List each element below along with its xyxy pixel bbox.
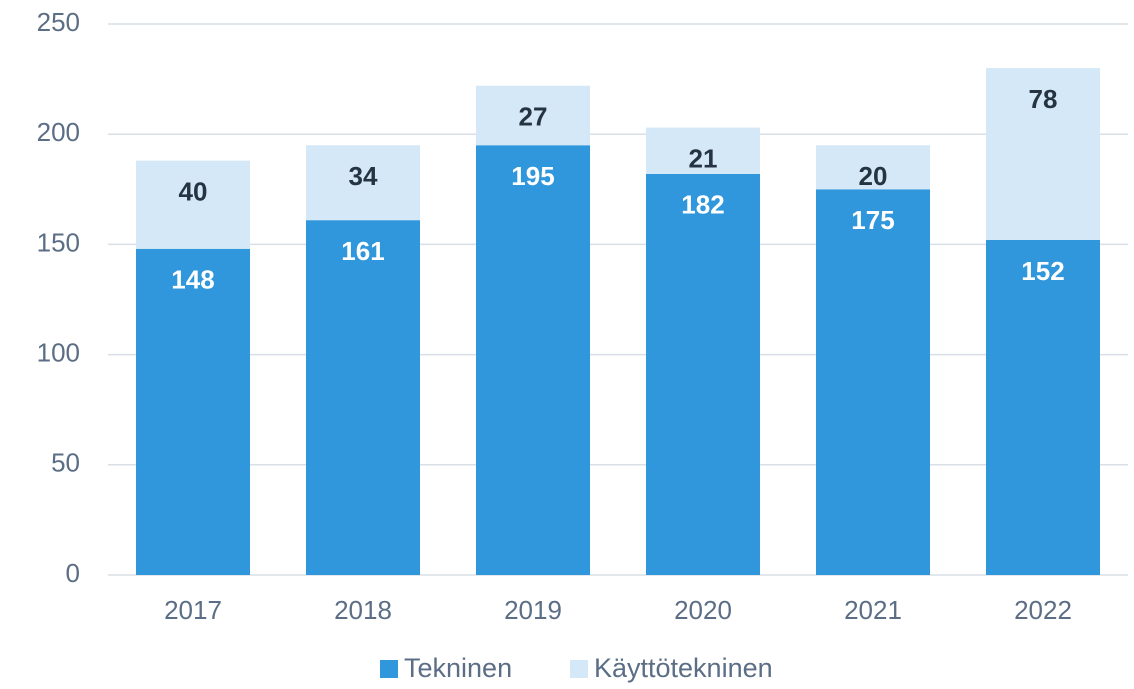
- x-tick-label: 2020: [674, 595, 732, 625]
- data-label: 27: [519, 102, 548, 132]
- data-label: 20: [859, 161, 888, 191]
- y-tick-label: 200: [37, 117, 80, 147]
- data-label: 161: [341, 236, 384, 266]
- x-tick-label: 2018: [334, 595, 392, 625]
- bar-segment: [816, 189, 930, 576]
- legend-label: Käyttötekninen: [594, 653, 773, 683]
- y-tick-label: 250: [37, 7, 80, 37]
- data-label: 78: [1029, 84, 1058, 114]
- bar-segment: [306, 145, 420, 221]
- bar-segment: [816, 145, 930, 190]
- bar-segment: [986, 239, 1100, 575]
- bar-segment: [136, 248, 250, 576]
- data-label: 195: [511, 161, 554, 191]
- data-label: 182: [681, 190, 724, 220]
- x-tick-label: 2017: [164, 595, 222, 625]
- bar-segment: [136, 160, 250, 249]
- legend-swatch: [570, 660, 588, 678]
- data-label: 21: [689, 143, 718, 173]
- legend-label: Tekninen: [404, 653, 512, 683]
- bar-segment: [646, 127, 760, 174]
- bar-segment: [476, 85, 590, 146]
- x-tick-label: 2022: [1014, 595, 1072, 625]
- data-label: 40: [179, 177, 208, 207]
- data-label: 175: [851, 205, 894, 235]
- bar-segment: [646, 173, 760, 575]
- data-label: 152: [1021, 256, 1064, 286]
- y-tick-label: 0: [66, 558, 80, 588]
- bar-segment: [986, 68, 1100, 240]
- y-tick-label: 50: [51, 448, 80, 478]
- y-tick-label: 150: [37, 227, 80, 257]
- bar-segment: [476, 145, 590, 575]
- y-tick-label: 100: [37, 337, 80, 367]
- data-label: 148: [171, 265, 214, 295]
- x-tick-label: 2019: [504, 595, 562, 625]
- data-label: 34: [349, 161, 378, 191]
- x-tick-label: 2021: [844, 595, 902, 625]
- legend-swatch: [380, 660, 398, 678]
- bar-segment: [306, 220, 420, 575]
